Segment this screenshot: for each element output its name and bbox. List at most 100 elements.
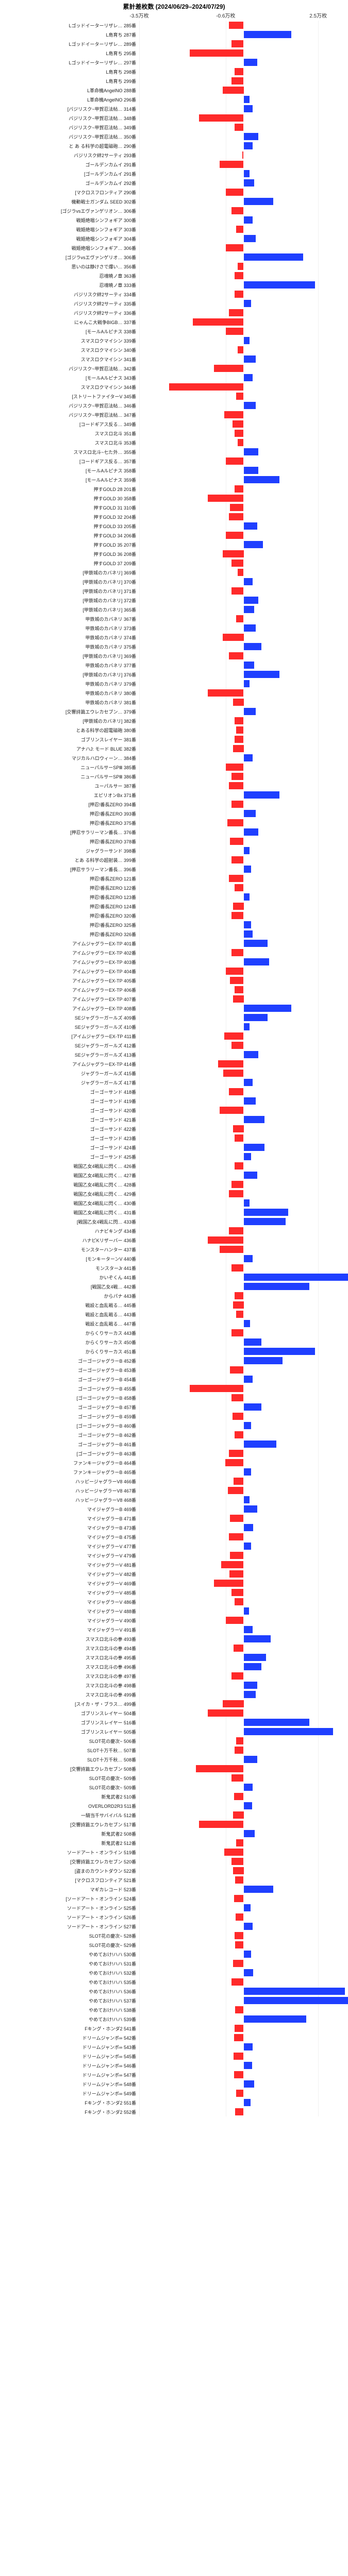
grid-line [139, 1477, 140, 1486]
chart-row: 押すGOLD 33 205番 [0, 521, 348, 531]
grid-line [139, 1523, 140, 1532]
bar-area [139, 317, 348, 327]
bar [244, 355, 256, 363]
bar-area [139, 948, 348, 957]
grid-line [139, 1616, 140, 1625]
grid-line [318, 2052, 319, 2061]
bar-area [139, 1031, 348, 1041]
bar-area [139, 670, 348, 679]
chart-row: [バジリスク~甲賀忍法帖… 314番 [0, 104, 348, 113]
chart-row: アイムジャグラーEX-TP 414番 [0, 1059, 348, 1069]
row-label: ハナビキング 434番 [0, 1228, 139, 1234]
bar-area [139, 1634, 348, 1643]
bar-area [139, 1291, 348, 1300]
grid-line [139, 1569, 140, 1579]
row-label: やめておけ!ハハ 538番 [0, 2007, 139, 2013]
chart-row: SLOT花の慶次~ 509番 [0, 1783, 348, 1792]
chart-row: ファンキージャグラーB 465番 [0, 1467, 348, 1477]
bar-area [139, 772, 348, 781]
row-label: 戦設と血乱戦る… 447番 [0, 1320, 139, 1327]
bar-area [139, 1226, 348, 1235]
bar [244, 541, 263, 548]
grid-line [318, 2042, 319, 2052]
bar-area [139, 855, 348, 865]
diff-count-chart: 累計差枚数 (2024/06/29–2024/07/29) -3.5万枚-0.6… [0, 0, 348, 2127]
grid-line [139, 1848, 140, 1857]
row-label: SLOT花の慶次~ 509番 [0, 1775, 139, 1782]
grid-line [318, 150, 319, 160]
bar [244, 133, 259, 140]
bar-area [139, 1848, 348, 1857]
grid-line [318, 141, 319, 150]
grid-line [318, 2024, 319, 2033]
grid-line [318, 1393, 319, 1402]
grid-line [318, 2005, 319, 2014]
chart-row: 思いのは静けさで爆い… 356番 [0, 262, 348, 271]
bar [244, 198, 274, 205]
bar [227, 819, 244, 826]
grid-line [139, 1235, 140, 1245]
chart-row: ゴーゴージャグラーB 455番 [0, 1384, 348, 1393]
grid-line [318, 772, 319, 781]
chart-row: ゴーゴーサンド 419番 [0, 1096, 348, 1106]
bar-area [139, 929, 348, 939]
bar [233, 420, 244, 428]
grid-line [139, 1347, 140, 1356]
bar-area [139, 1208, 348, 1217]
chart-row: ゴーゴージャグラーB 457番 [0, 1402, 348, 1412]
bar [196, 1765, 244, 1772]
bar [244, 1543, 251, 1550]
grid-line [318, 169, 319, 178]
bar [231, 77, 243, 84]
bar-area [139, 568, 348, 577]
row-label: ハッピージャグラーV8 468番 [0, 1497, 139, 1503]
grid-line [139, 1597, 140, 1606]
bar-area [139, 1106, 348, 1115]
bar [229, 1088, 244, 1095]
chart-row: ゴーゴーサンド 420番 [0, 1106, 348, 1115]
grid-line [318, 39, 319, 48]
grid-line [318, 2061, 319, 2070]
chart-row: スマスロクマイシン 339番 [0, 336, 348, 345]
row-label: アイムジャグラーEX-TP 405番 [0, 977, 139, 984]
bar-area [139, 781, 348, 790]
bar-area [139, 1569, 348, 1579]
bar-area [139, 846, 348, 855]
grid-line [139, 1059, 140, 1069]
bar [244, 1756, 257, 1763]
bar-area [139, 327, 348, 336]
row-label: スマスロクマイシン 339番 [0, 337, 139, 344]
chart-row: スマスロ北斗の拳 493番 [0, 1634, 348, 1643]
grid-line [139, 1467, 140, 1477]
grid-line [318, 716, 319, 725]
grid-line [139, 1625, 140, 1634]
row-label: [押忍サラリーマン番長… 376番 [0, 829, 139, 836]
grid-line [139, 2005, 140, 2014]
chart-row: アイムジャグラーEX-TP 401番 [0, 939, 348, 948]
row-label: L島育ち 299番 [0, 78, 139, 84]
grid-line [318, 1541, 319, 1551]
grid-line [318, 345, 319, 354]
chart-row: スマスロクマイシン 341番 [0, 354, 348, 364]
grid-line [139, 1838, 140, 1848]
bar [233, 699, 243, 706]
bar [235, 291, 243, 298]
bar-area [139, 985, 348, 994]
bar-area [139, 475, 348, 484]
row-label: スマスロ北斗の拳 497番 [0, 1673, 139, 1680]
row-label: [ゴールデンカムイ 291番 [0, 171, 139, 177]
bar-area [139, 58, 348, 67]
bar [244, 606, 254, 613]
bar [242, 151, 244, 159]
x-tick-label: 2.5万枚 [309, 11, 327, 19]
grid-line [139, 772, 140, 781]
row-label: ファンキージャグラーB 464番 [0, 1460, 139, 1466]
chart-row: OVERLORD2R3 511番 [0, 1801, 348, 1810]
grid-line [318, 503, 319, 512]
row-label: 戦国乙女4戦乱に閃く… 426番 [0, 1163, 139, 1170]
grid-line [318, 623, 319, 633]
chart-row: ゴーゴージャグラーB 461番 [0, 1439, 348, 1449]
bar-area [139, 1643, 348, 1653]
bar-area [139, 753, 348, 762]
bar [230, 1515, 244, 1522]
